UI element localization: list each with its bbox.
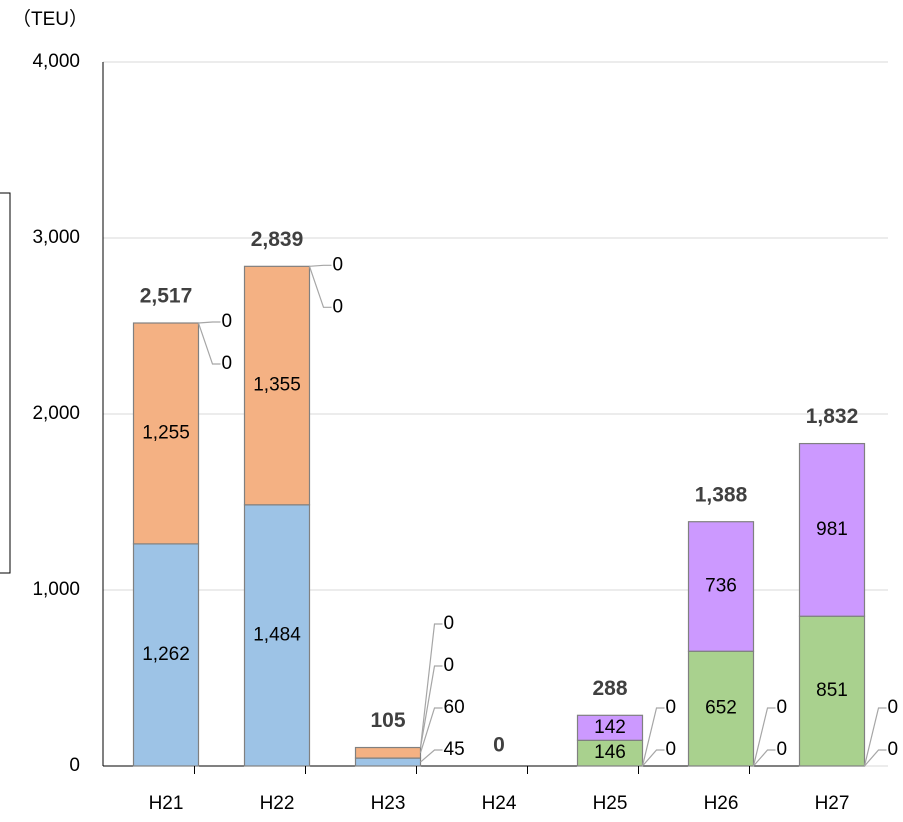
- leader-line: [753, 749, 776, 767]
- bar-segment: [132, 322, 200, 545]
- value-label: 981: [816, 519, 848, 540]
- value-label: 736: [705, 575, 737, 596]
- bar-segment: [132, 543, 200, 767]
- total-label: 1,388: [695, 483, 748, 506]
- value-label: 60: [444, 697, 465, 718]
- value-label: 142: [594, 717, 626, 738]
- x-tick-label: H21: [149, 793, 184, 814]
- value-label: 0: [888, 739, 899, 760]
- total-label: 288: [592, 677, 627, 700]
- value-label: 0: [222, 311, 233, 332]
- value-label: 1,262: [142, 644, 190, 665]
- value-label: 1,255: [142, 422, 190, 443]
- leader-line: [752, 707, 776, 767]
- value-label: 0: [333, 296, 344, 317]
- value-label: 0: [444, 613, 455, 634]
- leader-line: [309, 264, 332, 267]
- value-label: 0: [333, 254, 344, 275]
- total-label: 0: [493, 734, 505, 757]
- y-axis-label: （TEU）: [12, 8, 88, 30]
- value-label: 0: [222, 353, 233, 374]
- bar-segment: [798, 615, 866, 767]
- x-tick-label: H25: [593, 793, 628, 814]
- y-tick-label: 2,000: [32, 403, 80, 424]
- leader-line: [197, 322, 221, 365]
- y-tick-label: 3,000: [32, 227, 80, 248]
- legend-box: [0, 192, 11, 574]
- total-label: 1,832: [806, 405, 859, 428]
- x-tick-label: H23: [371, 793, 406, 814]
- value-label: 0: [888, 697, 899, 718]
- leader-line: [641, 707, 665, 767]
- bar-segment: [243, 504, 311, 767]
- value-label: 0: [444, 655, 455, 676]
- value-label: 146: [594, 742, 626, 763]
- y-tick-label: 0: [69, 755, 80, 776]
- x-tick-label: H24: [482, 793, 517, 814]
- x-tick-label: H22: [260, 793, 295, 814]
- bar-segment: [354, 746, 422, 759]
- bar-segment: [798, 442, 866, 617]
- leader-line: [198, 321, 221, 324]
- leader-line: [308, 266, 332, 308]
- y-tick-label: 4,000: [32, 51, 80, 72]
- leader-line: [419, 707, 443, 753]
- leader-line: [420, 749, 443, 763]
- leader-line: [419, 623, 443, 748]
- bar-segment: [576, 739, 644, 767]
- value-label: 652: [705, 698, 737, 719]
- value-label: 1,484: [253, 624, 301, 645]
- bar-segment: [354, 757, 422, 767]
- leader-line: [864, 749, 887, 767]
- value-label: 45: [444, 739, 465, 760]
- total-label: 2,517: [140, 285, 193, 308]
- total-label: 2,839: [251, 228, 304, 251]
- x-tick-label: H27: [815, 793, 850, 814]
- y-tick-label: 1,000: [32, 579, 80, 600]
- leader-line: [642, 749, 665, 767]
- value-label: 0: [777, 697, 788, 718]
- leader-line: [863, 707, 887, 767]
- value-label: 851: [816, 680, 848, 701]
- value-label: 0: [666, 697, 677, 718]
- value-label: 0: [777, 739, 788, 760]
- bar-segment: [576, 714, 644, 741]
- bar-segment: [687, 521, 755, 652]
- value-label: 0: [666, 739, 677, 760]
- value-label: 1,355: [253, 375, 301, 396]
- bar-segment: [243, 265, 311, 506]
- x-tick-label: H26: [704, 793, 739, 814]
- leader-line: [419, 665, 443, 748]
- total-label: 105: [370, 709, 405, 732]
